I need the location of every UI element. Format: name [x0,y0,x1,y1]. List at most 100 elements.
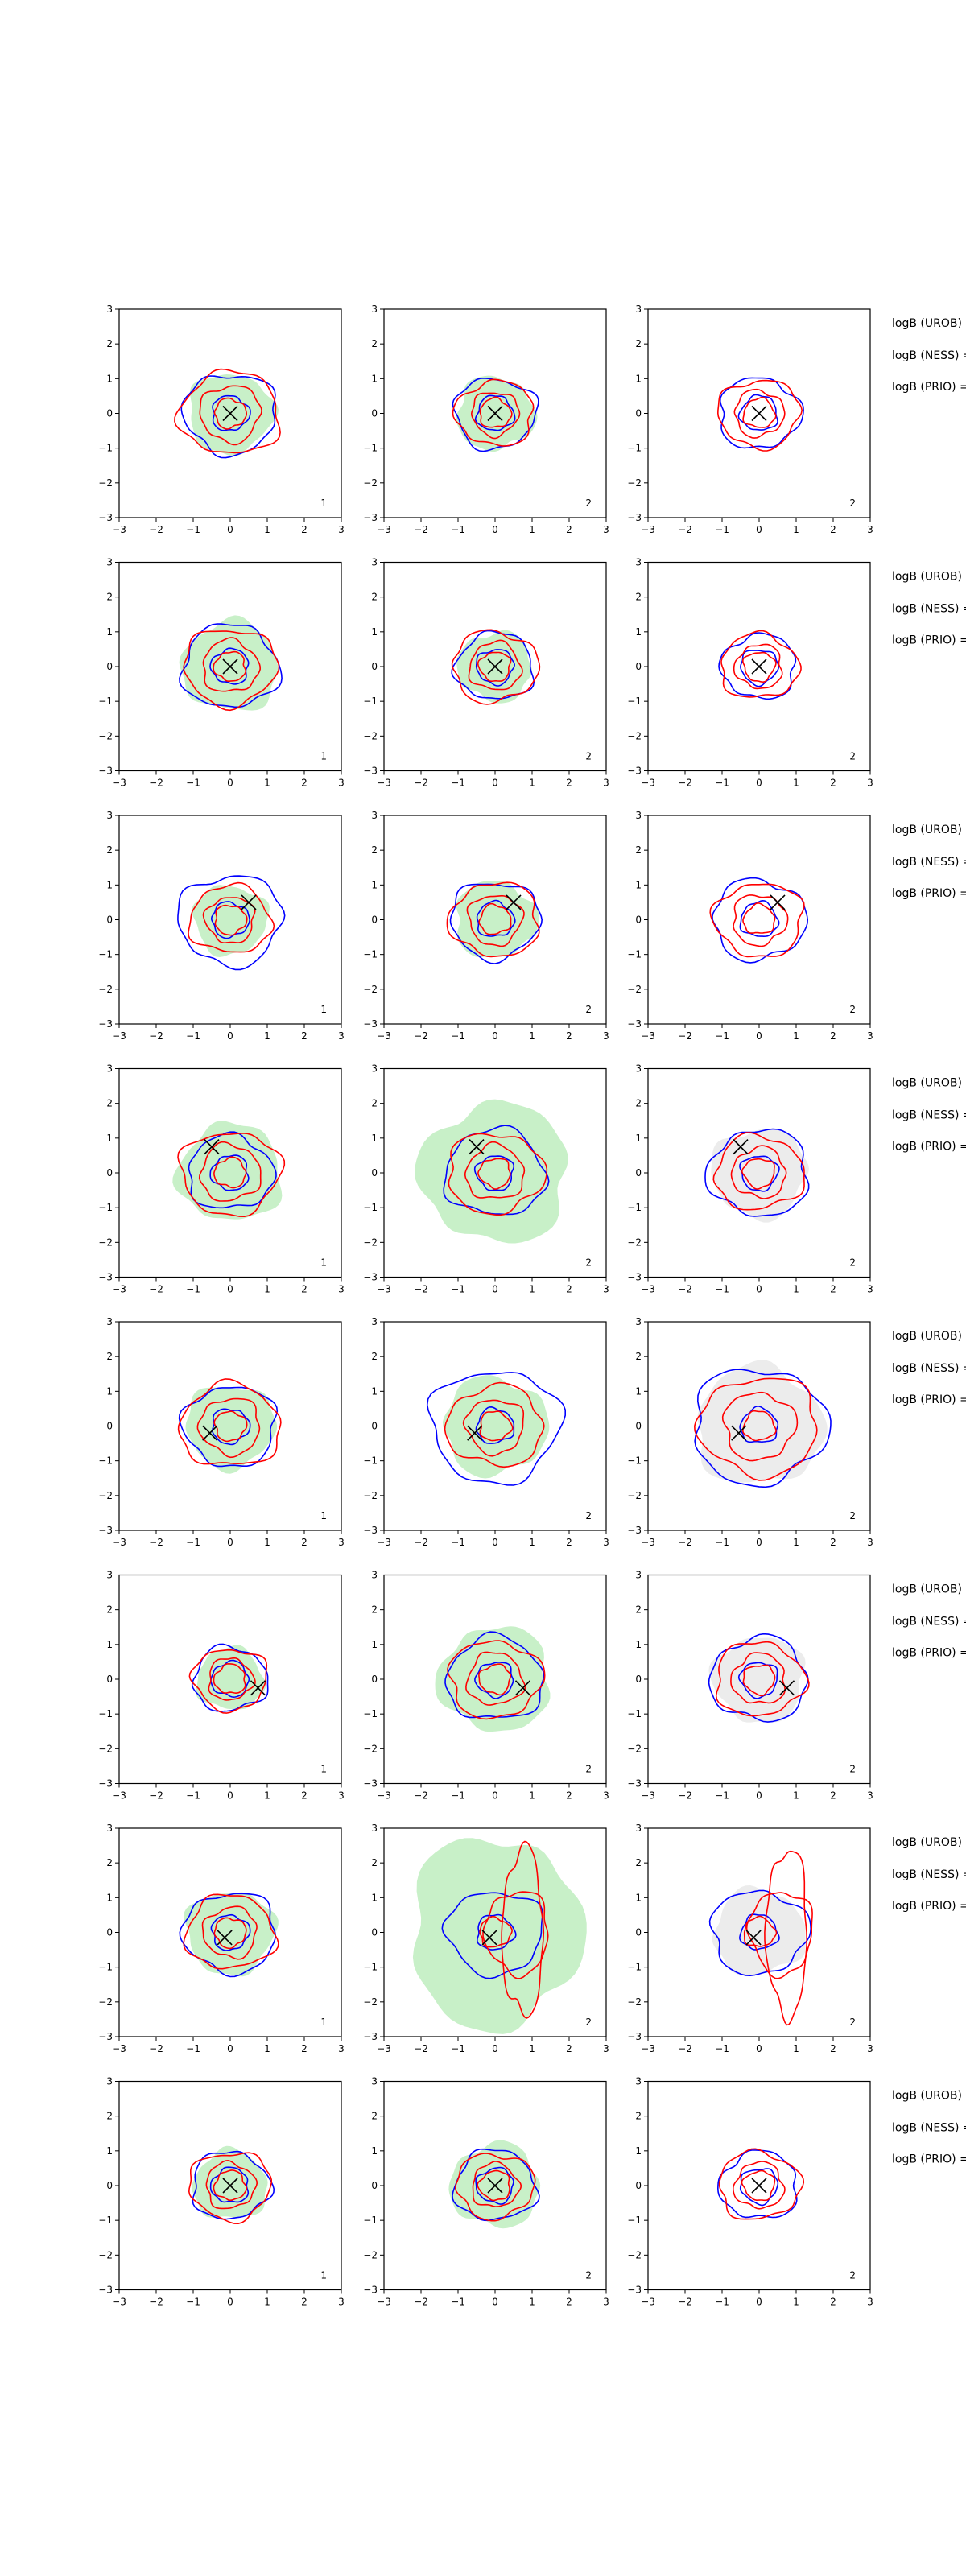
red-contour-mid [198,1141,262,1202]
y-tick-label: 2 [106,592,113,603]
blue-contour-outer [718,632,797,700]
x-tick-label: 1 [264,2297,270,2308]
y-tick-label: 0 [371,2180,378,2191]
panel-r1-c3: −3 −2 −1 0 1 2 3 −3 −2 −1 0 1 2 3 2 [627,303,873,535]
x-tick-label: −1 [715,1030,729,1042]
x-tick-label: −3 [377,1790,391,1802]
y-tick-label: 0 [371,408,378,419]
row-annotation: logB (NESS) = [892,1362,966,1375]
plot-area [188,2145,275,2225]
y-tick-label: 0 [106,1421,113,1432]
red-contour-mid [733,643,783,690]
panel-label: 2 [849,1004,856,1015]
y-tick-label: −2 [627,2249,642,2260]
x-tick-label: −3 [377,778,391,789]
panel-label: 1 [320,751,327,762]
red-contour-inner [742,396,777,428]
red-contour-outer [183,630,280,712]
y-tick-label: 1 [106,2145,113,2157]
blue-contour-outer [449,883,543,964]
y-tick-label: −1 [363,1202,378,1213]
x-marker [751,658,767,675]
y-tick-label: 3 [635,810,642,821]
blue-contour-outer [443,1125,550,1216]
panel-r5-c2: −3 −2 −1 0 1 2 3 −3 −2 −1 0 1 2 3 2 [363,1316,609,1548]
plot-area [412,1838,587,2034]
panel-r7-c2: −3 −2 −1 0 1 2 3 −3 −2 −1 0 1 2 3 2 [363,1823,609,2054]
red-contour-outer [716,379,803,452]
x-marker [506,894,522,910]
panel-r5-c1: −3 −2 −1 0 1 2 3 −3 −2 −1 0 1 2 3 1 [98,1316,345,1548]
x-marker [222,658,238,675]
y-tick-label: 2 [635,1098,642,1109]
x-tick-label: 3 [603,1284,609,1295]
y-tick-label: −3 [98,2285,113,2296]
blue-contour-outer [704,1128,810,1217]
blue-contour-inner [739,2168,779,2207]
red-contour-inner [742,902,776,934]
y-tick-label: 3 [106,1823,113,1834]
x-marker [487,2178,503,2194]
x-tick-label: −1 [186,1030,200,1042]
red-contour-mid [196,1397,261,1459]
blue-contour-inner [210,1913,251,1951]
plot-area [708,1633,810,1723]
y-tick-label: −1 [363,1455,378,1467]
row-annotation: logB (NESS) = [892,2122,966,2135]
red-contour-inner [477,2169,510,2202]
y-tick-label: −3 [363,1525,378,1536]
y-tick-label: −1 [627,949,642,960]
x-tick-label: 3 [338,1030,345,1042]
density-fill [712,1885,806,1975]
y-tick-label: 0 [635,914,642,926]
y-tick-label: 0 [106,661,113,672]
y-tick-label: −2 [98,1236,113,1248]
x-tick-label: 0 [756,1537,762,1548]
y-tick-label: 1 [106,1639,113,1650]
x-tick-label: 0 [492,1790,498,1802]
x-tick-label: 2 [301,1790,308,1802]
x-tick-label: 1 [264,1284,270,1295]
y-tick-label: −3 [363,1018,378,1030]
x-tick-label: −2 [414,2297,428,2308]
y-tick-label: 0 [106,408,113,419]
x-tick-label: 2 [566,1030,572,1042]
y-tick-label: 2 [371,592,378,603]
red-contour-inner [213,1156,247,1189]
y-tick-label: −1 [363,696,378,707]
x-tick-label: −2 [678,1790,692,1802]
y-tick-label: −1 [627,1202,642,1213]
x-tick-label: 1 [264,524,270,535]
x-tick-label: −2 [414,1537,428,1548]
x-tick-label: 2 [301,1537,308,1548]
red-contour-inner [213,1662,246,1695]
x-tick-label: 0 [492,2043,498,2054]
x-tick-label: −3 [112,2297,126,2308]
y-tick-label: 0 [106,1927,113,1938]
plot-area [452,375,539,452]
x-tick-label: −3 [377,2043,391,2054]
x-marker [469,1139,485,1155]
y-tick-label: 2 [635,844,642,856]
x-tick-label: −3 [112,1030,126,1042]
x-tick-label: 2 [830,524,836,535]
red-contour-outer [501,1840,545,2019]
row-annotation: logB (NESS) = [892,1616,966,1629]
x-tick-label: −3 [112,1284,126,1295]
panel-label: 1 [320,1764,327,1775]
x-tick-label: −1 [451,1537,465,1548]
red-contour-outer [177,1378,282,1465]
y-tick-label: 2 [106,1351,113,1362]
y-tick-label: −2 [98,1490,113,1501]
x-tick-label: −3 [377,524,391,535]
x-tick-label: −2 [149,778,163,789]
blue-contour-outer [716,2149,798,2219]
red-contour-outer [183,1893,279,1970]
red-contour-inner [213,1410,248,1443]
blue-contour-inner [739,1406,779,1443]
y-tick-label: −2 [627,1743,642,1754]
x-tick-label: 0 [492,524,498,535]
x-marker [751,2178,767,2194]
y-tick-label: −2 [627,1996,642,2008]
x-marker [204,1139,220,1155]
